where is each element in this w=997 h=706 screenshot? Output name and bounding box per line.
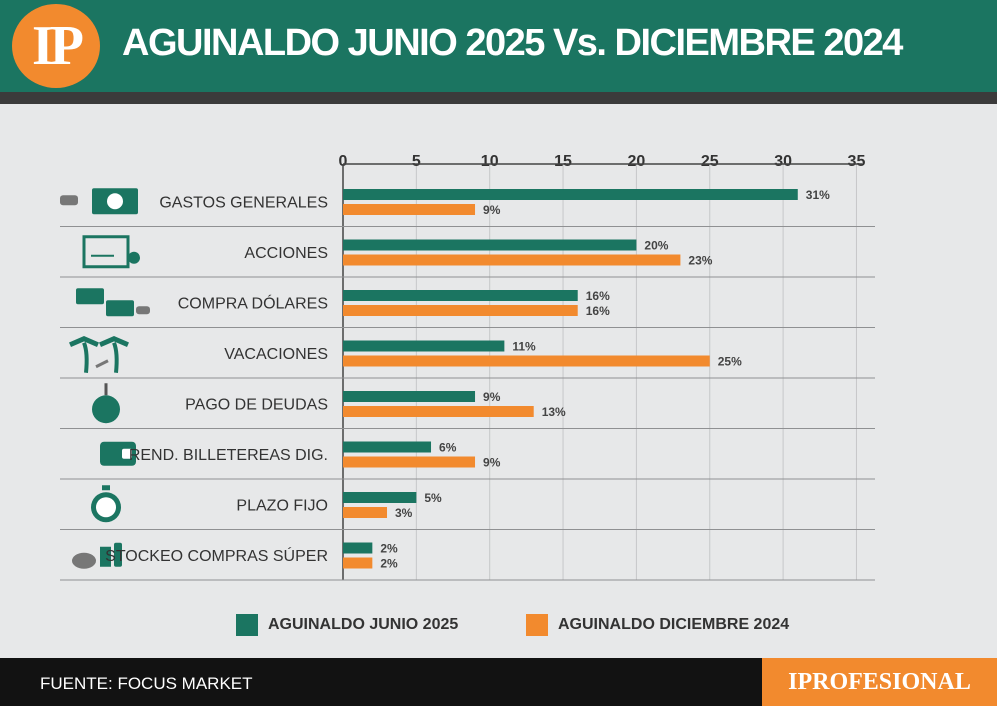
- bar-2025: [343, 189, 798, 200]
- stopwatch-dollar-icon: [91, 485, 121, 523]
- x-tick-label: 5: [412, 153, 421, 170]
- iprofesional-logo: IP: [12, 4, 100, 88]
- legend-item-2024: AGUINALDO DICIEMBRE 2024: [526, 614, 789, 636]
- hand-shape: [60, 195, 78, 206]
- wallet-shape: [100, 441, 136, 466]
- header-bar: [0, 0, 997, 92]
- palm-trees-beach-icon: [69, 336, 129, 373]
- bar-2024: [343, 557, 373, 569]
- ball-shape: [92, 395, 120, 424]
- bar-2024: [343, 406, 534, 417]
- data-label-2024: 9%: [483, 203, 501, 217]
- category-label: PLAZO FIJO: [236, 497, 328, 514]
- stopwatch-crown: [102, 485, 110, 491]
- data-label-2025: 31%: [806, 188, 830, 202]
- legend-swatch-2024: [526, 614, 548, 636]
- digital-wallet-icon: [100, 441, 136, 466]
- data-label-2024: 3%: [395, 506, 413, 520]
- data-label-2024: 13%: [542, 405, 566, 419]
- header-divider: [0, 92, 997, 104]
- debt-ball-chain-icon: [92, 383, 120, 424]
- data-label-2025: 11%: [512, 340, 536, 354]
- data-label-2025: 6%: [439, 441, 457, 455]
- bar-2025: [343, 340, 505, 352]
- bar-2024: [343, 305, 578, 316]
- hand-shape: [136, 306, 150, 315]
- x-tick-label: 15: [554, 153, 572, 170]
- source-note: FUENTE: FOCUS MARKET: [40, 674, 253, 693]
- bar-2024: [343, 507, 388, 518]
- data-label-2025: 9%: [483, 390, 501, 404]
- coin-shape: [107, 193, 123, 210]
- x-tick-label: 30: [774, 153, 792, 170]
- category-label: REND. BILLETEREAS DIG.: [129, 447, 328, 464]
- data-label-2024: 23%: [688, 254, 712, 268]
- category-label: COMPRA DÓLARES: [178, 293, 328, 312]
- legend-swatch-2025: [236, 614, 258, 636]
- data-label-2025: 2%: [380, 542, 398, 556]
- currency-exchange-icon: [76, 288, 150, 317]
- box-shape: [100, 546, 111, 567]
- legend-label-2024: AGUINALDO DICIEMBRE 2024: [558, 616, 790, 633]
- groceries-icon: [72, 542, 122, 569]
- x-tick-label: 0: [339, 153, 348, 170]
- seal-shape: [128, 251, 140, 264]
- bar-2024: [343, 254, 681, 266]
- data-label-2025: 16%: [586, 289, 610, 303]
- bar-2025: [343, 542, 373, 554]
- data-label-2024: 16%: [586, 304, 610, 318]
- wallet-clasp: [122, 448, 132, 459]
- bar-chart: 0 5 10 15 20 25 30 35 GASTOS GENERALES 31% 9% ACCIO…: [60, 153, 875, 581]
- bar-2024: [343, 204, 476, 215]
- data-label-2025: 5%: [424, 491, 442, 505]
- certificate-frame: [82, 235, 130, 269]
- category-label: ACCIONES: [244, 245, 328, 262]
- x-tick-label: 10: [481, 153, 499, 170]
- legend-item-2025: AGUINALDO JUNIO 2025: [236, 614, 458, 636]
- x-tick-label: 35: [848, 153, 866, 170]
- bar-2024: [343, 456, 476, 468]
- bar-2025: [343, 290, 578, 301]
- palm-leaves: [69, 336, 129, 348]
- data-label-2024: 9%: [483, 456, 501, 470]
- data-label-2024: 25%: [718, 355, 742, 369]
- page-title: AGUINALDO JUNIO 2025 Vs. DICIEMBRE 2024: [122, 22, 903, 64]
- x-tick-label: 25: [701, 153, 719, 170]
- bar-2025: [343, 239, 637, 251]
- bottle-shape: [114, 542, 122, 567]
- sunbather-shape: [95, 359, 109, 369]
- bar-2025: [343, 492, 417, 503]
- bar-2025: [343, 391, 476, 402]
- palm-trunks: [82, 342, 119, 373]
- bar-2024: [343, 355, 710, 367]
- data-label-2024: 2%: [380, 557, 398, 571]
- x-tick-label: 20: [628, 153, 646, 170]
- note-right: [106, 300, 134, 317]
- bar-2025: [343, 441, 432, 453]
- note-left: [76, 288, 104, 305]
- hand-banknote-icon: [60, 188, 138, 215]
- stopwatch-face: [96, 497, 116, 518]
- stock-certificate-icon: [82, 235, 140, 269]
- category-label: GASTOS GENERALES: [159, 194, 328, 211]
- data-label-2025: 20%: [644, 239, 668, 253]
- legend-label-2025: AGUINALDO JUNIO 2025: [268, 616, 459, 633]
- meat-shape: [72, 552, 96, 569]
- brand-wordmark: IPROFESIONAL: [762, 658, 997, 706]
- category-label: STOCKEO COMPRAS SÚPER: [105, 546, 328, 565]
- category-label: VACACIONES: [224, 346, 328, 363]
- category-label: PAGO DE DEUDAS: [185, 396, 328, 413]
